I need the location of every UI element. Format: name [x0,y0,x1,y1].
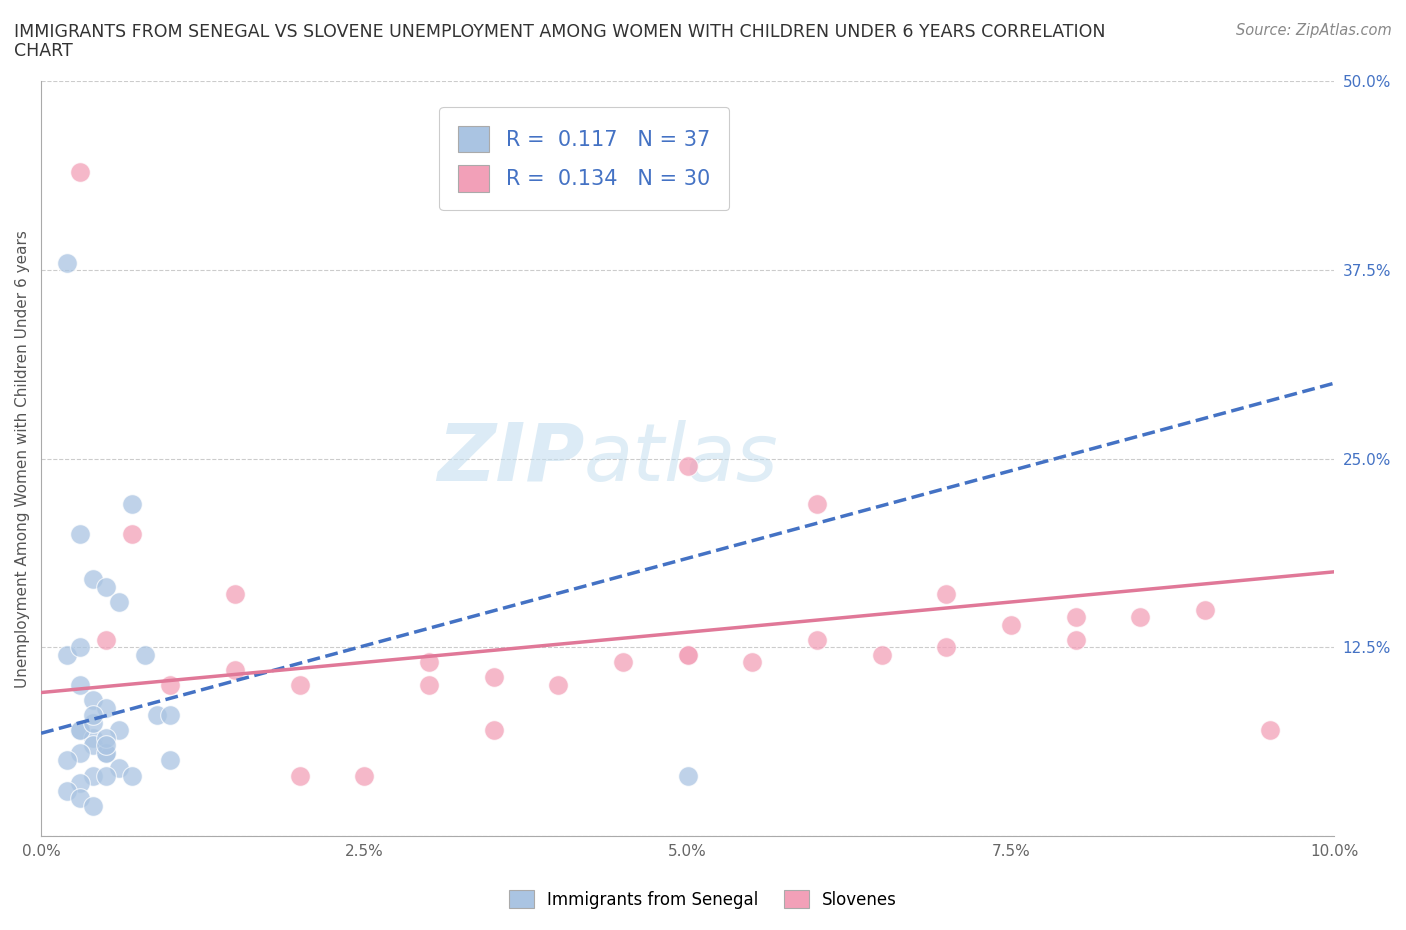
Point [134,647,156,662]
Point [94,730,117,745]
Point [353,768,375,783]
Point [94,632,117,647]
Point [1258,723,1281,737]
Point [418,678,440,693]
Point [94,768,117,783]
Point [69,678,91,693]
Text: atlas: atlas [585,419,779,498]
Point [82,737,104,752]
Point [107,723,129,737]
Point [107,594,129,609]
Point [547,678,569,693]
Point [82,798,104,813]
Y-axis label: Unemployment Among Women with Children Under 6 years: Unemployment Among Women with Children U… [15,230,30,687]
Point [69,165,91,179]
Point [121,497,143,512]
Point [69,640,91,655]
Point [107,761,129,776]
Legend: R =  0.117   N = 37, R =  0.134   N = 30: R = 0.117 N = 37, R = 0.134 N = 30 [439,107,730,210]
Point [69,526,91,541]
Point [69,776,91,790]
Point [121,768,143,783]
Legend: Immigrants from Senegal, Slovenes: Immigrants from Senegal, Slovenes [501,882,905,917]
Point [56,783,79,798]
Point [94,737,117,752]
Point [82,730,104,745]
Point [288,768,311,783]
Point [676,647,699,662]
Point [1129,610,1152,625]
Point [288,678,311,693]
Point [146,708,169,723]
Point [69,746,91,761]
Text: IMMIGRANTS FROM SENEGAL VS SLOVENE UNEMPLOYMENT AMONG WOMEN WITH CHILDREN UNDER : IMMIGRANTS FROM SENEGAL VS SLOVENE UNEMP… [14,23,1105,41]
Point [69,723,91,737]
Point [94,700,117,715]
Point [82,693,104,708]
Point [806,632,828,647]
Point [94,746,117,761]
Point [94,579,117,594]
Point [94,746,117,761]
Point [121,526,143,541]
Point [69,790,91,805]
Point [82,715,104,730]
Point [676,768,699,783]
Point [69,723,91,737]
Point [224,587,246,602]
Point [159,753,181,768]
Point [482,670,505,684]
Point [935,587,957,602]
Point [56,753,79,768]
Point [676,647,699,662]
Point [482,723,505,737]
Point [224,662,246,677]
Text: CHART: CHART [14,42,73,60]
Point [159,708,181,723]
Text: ZIP: ZIP [437,419,585,498]
Point [159,678,181,693]
Point [82,572,104,587]
Point [418,655,440,670]
Point [1064,632,1087,647]
Point [741,655,763,670]
Point [82,708,104,723]
Point [806,497,828,512]
Point [1194,602,1216,617]
Point [935,640,957,655]
Point [612,655,634,670]
Point [82,768,104,783]
Point [870,647,893,662]
Point [56,647,79,662]
Point [1000,618,1022,632]
Point [676,458,699,473]
Point [56,255,79,270]
Point [1064,610,1087,625]
Text: Source: ZipAtlas.com: Source: ZipAtlas.com [1236,23,1392,38]
